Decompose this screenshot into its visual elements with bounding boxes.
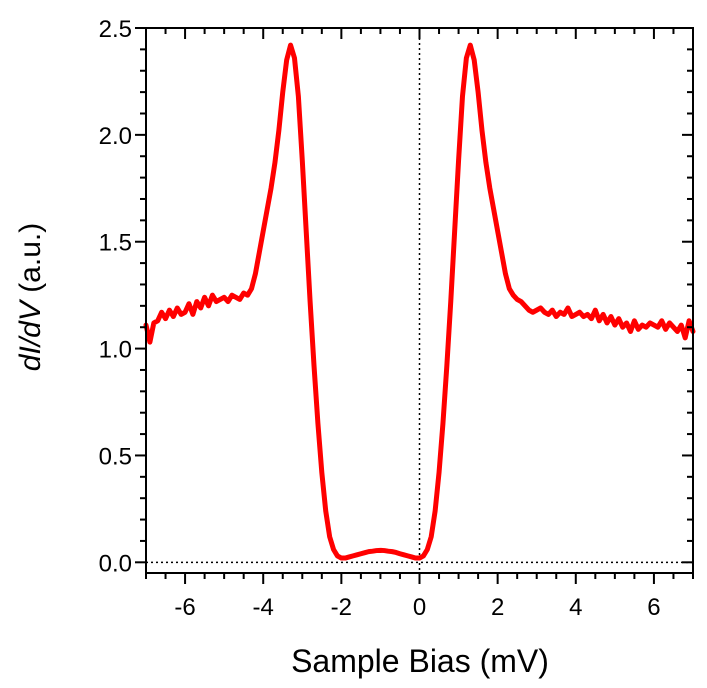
y-axis-title-unit: (a.u.) [14,223,47,301]
axes: -6 -4 -2 0 2 4 6 0.0 0.5 1.0 1.5 2.0 2.5 [99,16,694,621]
x-tick-label: -6 [174,594,195,621]
x-tick-label: -2 [331,594,352,621]
y-axis-title-symbol: dI/dV [14,298,47,371]
x-tick-label: 4 [569,594,582,621]
x-axis-title: Sample Bias (mV) [291,643,549,679]
x-tick-label: -4 [253,594,274,621]
series-line [143,42,696,561]
y-tick-label: 2.0 [99,123,132,150]
x-tick-label: 6 [647,594,660,621]
plot-area [143,28,696,573]
y-tick-label: 1.5 [99,230,132,257]
y-tick-label: 0.5 [99,443,132,470]
y-tick-label: 2.5 [99,16,132,43]
y-tick-label: 1.0 [99,337,132,364]
y-axis-title: dI/dV (a.u.) [14,223,47,371]
x-tick-label: 0 [413,594,426,621]
x-tick-label: 2 [491,594,504,621]
y-tick-label: 0.0 [99,550,132,577]
